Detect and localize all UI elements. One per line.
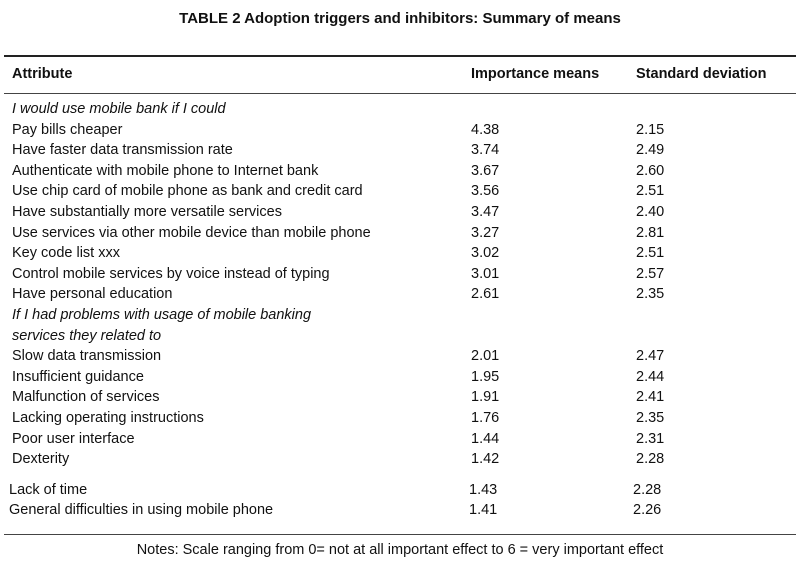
attribute-cell: Dexterity (12, 451, 70, 468)
top-rule (4, 55, 796, 57)
importance-mean-cell: 3.02 (471, 245, 500, 262)
attribute-cell: Have substantially more versatile servic… (12, 204, 282, 220)
attribute-cell: Lacking operating instructions (12, 410, 204, 426)
standard-deviation-cell: 2.35 (636, 410, 665, 426)
standard-deviation-cell: 2.26 (633, 502, 662, 519)
standard-deviation-cell: 2.47 (636, 348, 665, 365)
standard-deviation-cell: 2.51 (636, 245, 665, 262)
attribute-cell: Control mobile services by voice instead… (12, 265, 330, 282)
table-title: TABLE 2 Adoption triggers and inhibitors… (179, 10, 621, 27)
importance-mean-cell: 3.56 (471, 183, 500, 200)
attribute-cell: Poor user interface (12, 430, 135, 447)
attribute-cell: Authenticate with mobile phone to Intern… (12, 162, 319, 179)
importance-mean-cell: 2.01 (471, 348, 500, 365)
header-attribute: Attribute (12, 66, 73, 82)
section-heading: I would use mobile bank if I could (12, 101, 226, 117)
section-heading-row: I would use mobile bank if I could (0, 99, 800, 119)
importance-mean-cell: 3.74 (471, 142, 500, 159)
standard-deviation-cell: 2.44 (636, 368, 665, 385)
importance-mean-cell: 1.43 (469, 481, 498, 498)
section-heading: services they related to (12, 327, 162, 344)
table-row: Insufficient guidance 1.95 2.44 (0, 367, 800, 387)
header-rule (4, 93, 796, 94)
standard-deviation-cell: 2.40 (636, 204, 665, 220)
attribute-cell: Have personal education (12, 286, 173, 303)
attribute-cell: Pay bills cheaper (12, 121, 123, 138)
standard-deviation-cell: 2.57 (636, 265, 665, 282)
standard-deviation-cell: 2.49 (636, 142, 665, 159)
standard-deviation-cell: 2.60 (636, 162, 665, 179)
attribute-cell: Insufficient guidance (12, 368, 144, 385)
standard-deviation-cell: 2.31 (636, 430, 665, 447)
table-row: Malfunction of services 1.91 2.41 (0, 387, 800, 407)
standard-deviation-cell: 2.15 (636, 121, 665, 138)
attribute-cell: General difficulties in using mobile pho… (9, 502, 274, 519)
table-row: Have personal education 2.61 2.35 (0, 284, 800, 304)
attribute-cell: Have faster data transmission rate (12, 142, 233, 159)
section-heading-row: If I had problems with usage of mobile b… (0, 305, 800, 325)
attribute-cell: Key code list xxx (12, 245, 120, 262)
importance-mean-cell: 2.61 (471, 286, 500, 303)
header-importance-means: Importance means (471, 66, 600, 82)
importance-mean-cell: 3.01 (471, 265, 500, 282)
importance-mean-cell: 1.44 (471, 430, 500, 447)
importance-mean-cell: 3.27 (471, 224, 500, 241)
attribute-cell: Use chip card of mobile phone as bank an… (12, 183, 363, 200)
table-row: Slow data transmission 2.01 2.47 (0, 346, 800, 366)
table-row: Lack of time 1.43 2.28 (0, 480, 800, 500)
importance-mean-cell: 1.95 (471, 368, 500, 385)
table-row: Lacking operating instructions 1.76 2.35 (0, 408, 800, 428)
table-row: Use chip card of mobile phone as bank an… (0, 181, 800, 201)
standard-deviation-cell: 2.35 (636, 286, 665, 303)
table-row: Key code list xxx 3.02 2.51 (0, 243, 800, 263)
standard-deviation-cell: 2.28 (633, 481, 662, 498)
attribute-cell: Lack of time (9, 481, 88, 498)
standard-deviation-cell: 2.28 (636, 451, 665, 468)
attribute-cell: Use services via other mobile device tha… (12, 224, 371, 241)
importance-mean-cell: 3.47 (471, 204, 500, 220)
header-standard-deviation: Standard deviation (636, 66, 767, 82)
table-row: General difficulties in using mobile pho… (0, 500, 800, 520)
table-row: Use services via other mobile device tha… (0, 223, 800, 243)
table-row: Authenticate with mobile phone to Intern… (0, 161, 800, 181)
standard-deviation-cell: 2.51 (636, 183, 665, 200)
standard-deviation-cell: 2.41 (636, 389, 665, 406)
attribute-cell: Malfunction of services (12, 389, 160, 406)
section-heading-row: services they related to (0, 326, 800, 346)
importance-mean-cell: 1.91 (471, 389, 500, 406)
bottom-rule (4, 534, 796, 535)
table-row: Have faster data transmission rate 3.74 2.… (0, 140, 800, 160)
standard-deviation-cell: 2.81 (636, 224, 665, 241)
importance-mean-cell: 1.42 (471, 451, 500, 468)
importance-mean-cell: 1.41 (469, 502, 498, 519)
importance-mean-cell: 3.67 (471, 162, 500, 179)
table-row: Poor user interface 1.44 2.31 (0, 429, 800, 449)
table-row: Dexterity 1.42 2.28 (0, 449, 800, 469)
importance-mean-cell: 4.38 (471, 121, 500, 138)
importance-mean-cell: 1.76 (471, 410, 500, 426)
section-heading: If I had problems with usage of mobile b… (12, 307, 312, 323)
attribute-cell: Slow data transmission (12, 348, 162, 365)
table-row: Have substantially more versatile servic… (0, 202, 800, 222)
table-notes: Notes: Scale ranging from 0= not at all … (136, 542, 664, 558)
table-row: Pay bills cheaper 4.38 2.15 (0, 120, 800, 140)
table-row: Control mobile services by voice instead… (0, 264, 800, 284)
